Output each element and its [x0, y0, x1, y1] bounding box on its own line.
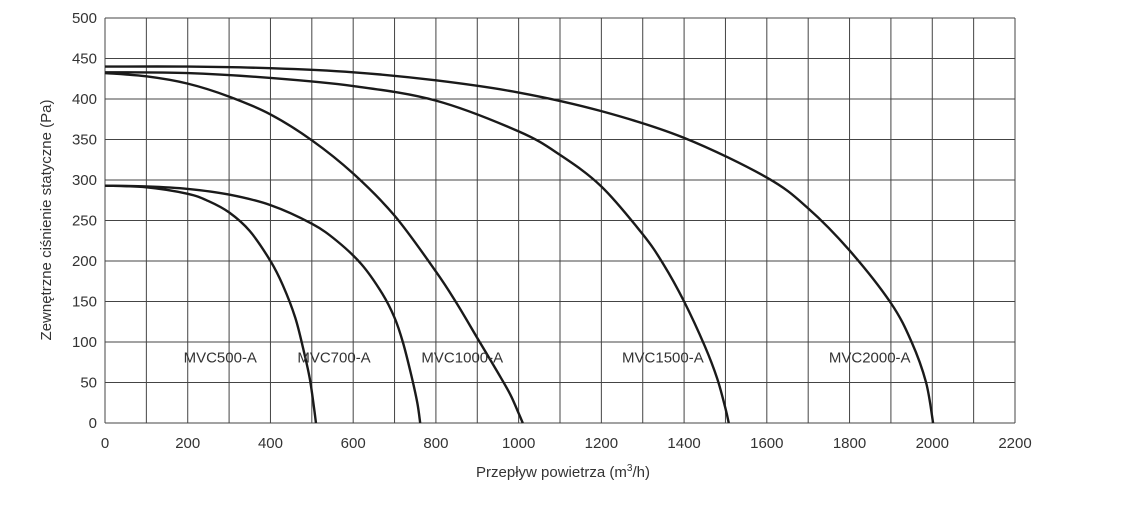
- series-line-mvc1000-a: [104, 71, 524, 424]
- x-tick-label: 2200: [998, 435, 1031, 452]
- x-tick-label: 200: [175, 435, 200, 452]
- x-tick-label: 1800: [833, 435, 866, 452]
- y-tick-label: 250: [72, 213, 97, 230]
- x-tick-label: 2000: [916, 435, 949, 452]
- series-label-mvc500-a: MVC500-A: [184, 349, 257, 366]
- x-tick-label: 1200: [585, 435, 618, 452]
- y-tick-label: 300: [72, 172, 97, 189]
- x-tick-label: 1000: [502, 435, 535, 452]
- x-axis-title: Przepływ powietrza (m3/h): [476, 463, 650, 481]
- y-tick-label: 0: [89, 415, 97, 432]
- curves: [104, 65, 935, 424]
- x-tick-label: 800: [423, 435, 448, 452]
- series-line-mvc500-a: [104, 184, 318, 424]
- x-tick-label: 1400: [667, 435, 700, 452]
- x-tick-label: 1600: [750, 435, 783, 452]
- grid: [104, 17, 1016, 424]
- series-label-mvc2000-a: MVC2000-A: [829, 349, 911, 366]
- y-tick-label: 450: [72, 51, 97, 68]
- y-tick-label: 500: [72, 10, 97, 27]
- x-tick-label: 600: [341, 435, 366, 452]
- y-tick-label: 400: [72, 91, 97, 108]
- y-tick-label: 150: [72, 294, 97, 311]
- y-tick-label: 350: [72, 132, 97, 149]
- series-label-mvc700-a: MVC700-A: [297, 349, 370, 366]
- series-line-mvc2000-a: [104, 65, 935, 424]
- x-tick-label: 400: [258, 435, 283, 452]
- y-tick-label: 50: [80, 375, 97, 392]
- x-tick-label: 0: [101, 435, 109, 452]
- series-line-mvc700-a: [104, 184, 422, 424]
- series-label-mvc1000-a: MVC1000-A: [421, 349, 503, 366]
- y-tick-label: 100: [72, 334, 97, 351]
- series-label-mvc1500-a: MVC1500-A: [622, 349, 704, 366]
- tick-labels: 0 200 400 600 800 1000 1200 1400 1600 1800 2000 220…: [72, 10, 1032, 452]
- y-tick-label: 200: [72, 253, 97, 270]
- series-labels: MVC500-A MVC700-A MVC1000-A MVC1500-A MVC200…: [184, 349, 911, 366]
- y-axis-title: Zewnętrzne ciśnienie statyczne (Pa): [38, 100, 55, 341]
- series-line-mvc1500-a: [104, 71, 730, 424]
